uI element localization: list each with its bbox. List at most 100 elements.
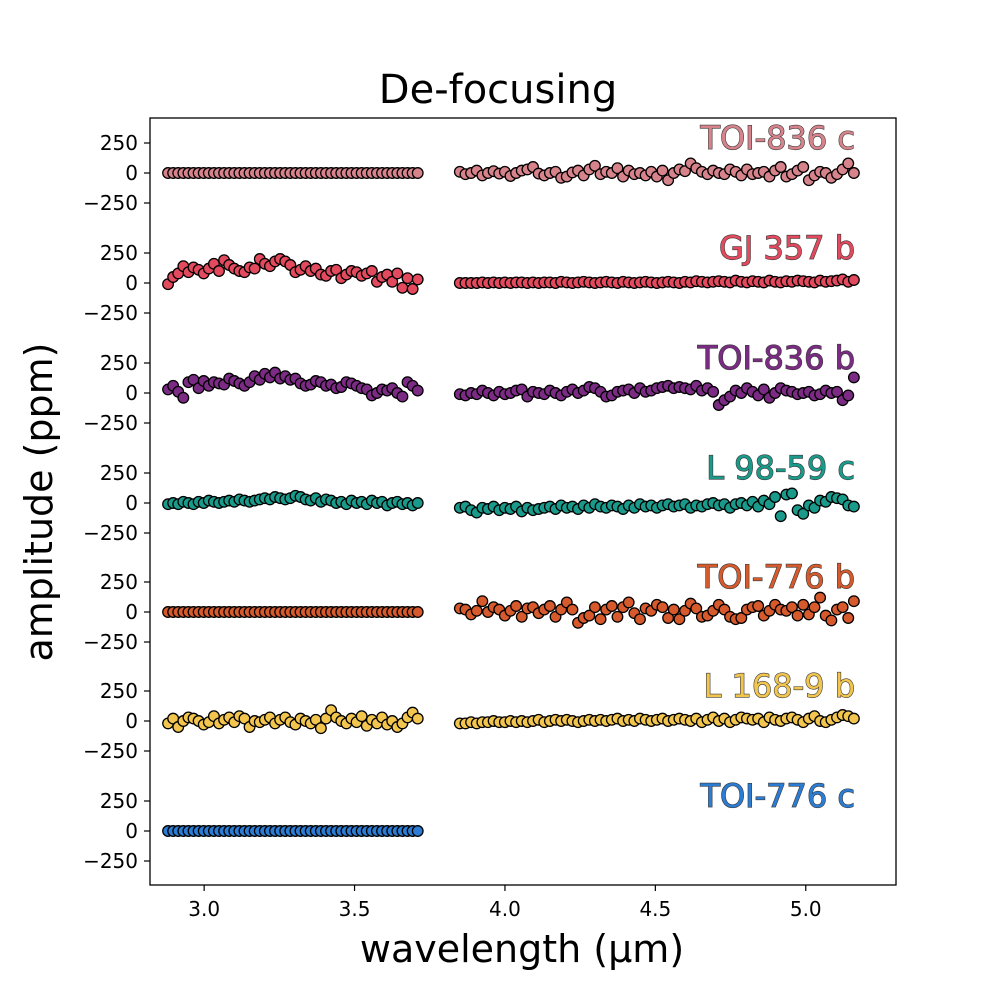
y-tick-label: 0 — [125, 381, 138, 405]
data-point — [411, 273, 424, 286]
x-tick-label: 3.0 — [188, 897, 220, 921]
planet-label: TOI-776 b — [697, 558, 855, 596]
y-tick-label: 0 — [125, 161, 138, 185]
y-tick-label: 250 — [100, 789, 138, 813]
data-point — [836, 601, 849, 614]
data-point — [814, 591, 827, 604]
x-tick-label: 5.0 — [790, 897, 822, 921]
data-point — [611, 610, 624, 623]
x-axis-label: wavelength (μm) — [360, 927, 684, 971]
data-point — [396, 281, 409, 294]
data-point — [707, 385, 720, 398]
panel-0: 250 0 −250 TOI-836 c — [83, 118, 860, 215]
data-point — [847, 371, 860, 384]
y-tick-label: −250 — [83, 630, 138, 654]
y-tick-label: 250 — [100, 679, 138, 703]
data-point — [622, 596, 635, 609]
data-point — [847, 595, 860, 608]
data-point — [605, 600, 618, 612]
y-tick-label: 0 — [125, 271, 138, 295]
panels: 250 0 −250 TOI-836 c 250 0 −250 GJ 357 b 250 0 −25… — [83, 118, 860, 873]
data-point — [774, 510, 787, 523]
data-point — [847, 167, 860, 179]
data-point — [690, 602, 703, 615]
data-point — [583, 609, 596, 622]
y-tick-label: −250 — [83, 191, 138, 215]
data-point — [177, 391, 190, 404]
y-tick-label: 250 — [100, 241, 138, 265]
y-tick-label: −250 — [83, 739, 138, 763]
data-point — [411, 497, 424, 509]
data-point — [406, 283, 419, 295]
data-point — [213, 265, 225, 277]
data-point — [797, 161, 810, 173]
data-point — [786, 601, 798, 614]
panel-5: 250 0 −250 L 168-9 b — [83, 666, 860, 763]
data-point — [411, 606, 424, 618]
y-tick-label: 0 — [125, 600, 138, 624]
data-point — [330, 263, 343, 276]
y-tick-label: −250 — [83, 849, 138, 873]
data-point — [797, 598, 810, 611]
data-point — [248, 262, 261, 275]
data-point — [411, 167, 424, 179]
data-point — [355, 710, 368, 723]
y-tick-label: 0 — [125, 819, 138, 843]
y-tick-label: −250 — [83, 521, 138, 545]
planet-label: TOI-836 c — [699, 119, 855, 157]
data-point — [411, 825, 424, 837]
data-point — [735, 612, 748, 624]
y-tick-label: −250 — [83, 411, 138, 435]
data-point — [842, 389, 855, 402]
data-point — [656, 164, 669, 177]
x-tick-label: 3.5 — [339, 897, 371, 921]
data-point — [791, 609, 804, 622]
data-point — [831, 385, 843, 398]
data-point — [396, 390, 409, 403]
y-tick-label: 0 — [125, 491, 138, 515]
y-axis-label: amplitude (ppm) — [17, 342, 61, 661]
data-point — [774, 161, 787, 173]
planet-label: GJ 357 b — [719, 229, 855, 267]
data-point — [786, 487, 798, 500]
data-point — [797, 507, 810, 520]
planet-label: TOI-836 b — [697, 339, 855, 377]
data-point — [588, 601, 601, 614]
data-point — [386, 275, 399, 288]
data-point — [673, 613, 686, 626]
data-point — [752, 600, 765, 612]
x-tick-label: 4.5 — [639, 897, 671, 921]
data-point — [847, 274, 860, 286]
data-point — [662, 612, 675, 624]
data-point — [667, 603, 680, 616]
data-point — [594, 613, 607, 626]
data-point — [842, 157, 855, 170]
panel-3: 250 0 −250 L 98-59 c — [83, 448, 860, 545]
x-tick-label: 4.0 — [489, 897, 521, 921]
y-tick-label: −250 — [83, 301, 138, 325]
data-point — [656, 601, 669, 614]
panel-4: 250 0 −250 TOI-776 b — [83, 557, 860, 654]
data-point — [411, 384, 424, 397]
panel-6: 250 0 −250 TOI-776 c — [83, 776, 856, 873]
data-point — [314, 722, 327, 735]
planet-label: L 98-59 c — [706, 449, 855, 487]
data-point — [769, 491, 782, 503]
data-point — [365, 265, 378, 277]
data-point — [847, 712, 860, 725]
plot-frame — [149, 117, 897, 886]
data-point — [588, 159, 601, 172]
data-point — [611, 162, 624, 175]
data-point — [808, 601, 821, 614]
data-point — [757, 383, 770, 396]
data-point — [634, 613, 646, 626]
data-point — [510, 600, 523, 612]
panel-2: 250 0 −250 TOI-836 b — [83, 338, 860, 435]
data-point — [391, 267, 404, 280]
data-point — [476, 595, 489, 608]
data-point — [515, 610, 528, 623]
data-point — [842, 612, 855, 624]
data-point — [411, 712, 424, 725]
data-point — [566, 603, 579, 616]
